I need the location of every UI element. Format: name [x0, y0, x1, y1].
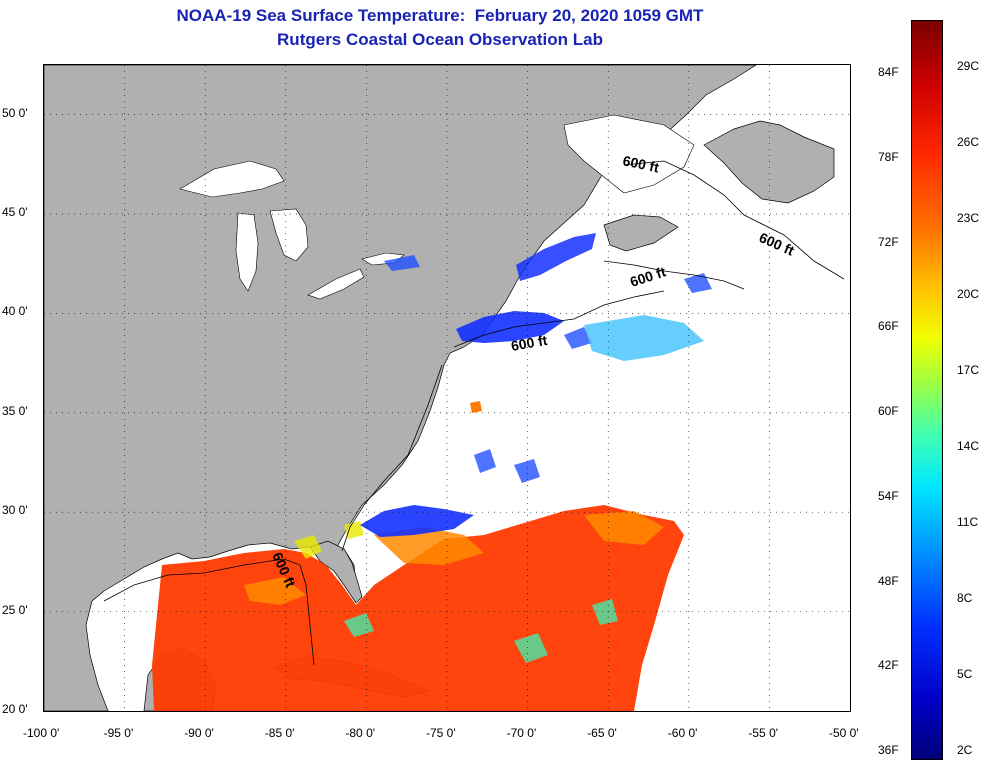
sst-blue-shelf-gulf-maine: [516, 233, 596, 281]
latitude-tick-label: 50 0': [2, 105, 28, 120]
longitude-tick-label: -70 0': [506, 726, 537, 740]
colorbar-celsius-label: 14C: [957, 439, 980, 453]
colorbar-celsius-label: 29C: [957, 59, 980, 73]
sst-map: 600 ft 600 ft 600 ft 600 ft 600 ft: [44, 65, 850, 711]
colorbar-celsius-label: 17C: [957, 363, 980, 377]
colorbar-celsius-label: 2C: [957, 743, 973, 757]
longitude-tick-label: -90 0': [184, 726, 214, 740]
colorbar-fahrenheit-label: 60F: [878, 404, 899, 418]
colorbar-celsius-label: 11C: [957, 515, 979, 529]
colorbar-celsius-label: 20C: [957, 287, 980, 301]
land-nova-scotia: [603, 214, 679, 252]
map-panel: 600 ft 600 ft 600 ft 600 ft 600 ft: [43, 64, 851, 712]
longitude-tick-label: -65 0': [587, 726, 617, 740]
land-north-america: [44, 65, 757, 711]
latitude-tick-label: 25 0': [2, 602, 28, 617]
longitude-tick-label: -75 0': [426, 726, 456, 740]
colorbar-fahrenheit-label: 78F: [878, 149, 899, 164]
isobath-600ft-north: [623, 160, 845, 280]
sst-warm-region: [152, 505, 684, 711]
lake-michigan: [235, 212, 259, 292]
colorbar-fahrenheit-label: 84F: [878, 65, 899, 79]
latitude-tick-label: 40 0': [2, 304, 28, 319]
latitude-tick-label: 30 0': [2, 503, 28, 518]
isobath-label: 600 ft: [510, 332, 549, 354]
sst-small-orange-spot: [470, 401, 482, 413]
colorbar-fahrenheit-label: 42F: [878, 658, 899, 673]
latitude-tick-label: 45 0': [2, 205, 28, 220]
longitude-tick-label: -100 0': [23, 726, 60, 740]
graticule: [44, 65, 850, 711]
colorbar-celsius-label: 23C: [957, 211, 980, 225]
isobath-600ft-southeast: [341, 364, 443, 552]
sst-offshore-fragments: [584, 315, 704, 361]
land-newfoundland: [703, 120, 835, 204]
gulf-st-lawrence: [563, 114, 695, 194]
longitude-tick-label: -55 0': [748, 726, 779, 740]
figure-title: NOAA-19 Sea Surface Temperature: Februar…: [176, 6, 704, 25]
longitude-tick-label: -80 0': [345, 726, 376, 740]
colorbar-celsius-label: 26C: [957, 135, 980, 149]
isobath-600ft-shelf: [453, 290, 665, 348]
longitude-tick-label: -95 0': [103, 726, 134, 740]
sst-yellow-patches: [294, 521, 364, 559]
colorbar-fahrenheit-label: 66F: [878, 319, 899, 334]
colorbar-fahrenheit-label: 72F: [878, 234, 899, 249]
colorbar-fahrenheit-label: 36F: [878, 743, 899, 757]
sst-orange-patches: [244, 511, 664, 605]
figure-subtitle: Rutgers Coastal Ocean Observation Lab: [277, 30, 603, 49]
colorbar-celsius-label: 5C: [957, 667, 973, 681]
latitude-tick-label: 20 0': [2, 702, 28, 716]
longitude-tick-label: -50 0': [829, 726, 859, 740]
colorbar-fahrenheit-label: 48F: [878, 573, 899, 588]
colorbar-fahrenheit-label: 54F: [878, 488, 899, 503]
isobath-600ft-gulf: [103, 558, 315, 666]
temperature-colorbar: [911, 20, 943, 760]
sst-blue-shelf-carolina: [360, 505, 474, 537]
isobath-600ft-gulf-maine: [603, 260, 745, 290]
lake-huron: [269, 208, 309, 262]
isobath-label: 600 ft: [621, 152, 660, 175]
longitude-tick-label: -60 0': [667, 726, 698, 740]
latitude-tick-label: 35 0': [2, 403, 28, 418]
longitude-tick-label: -85 0': [264, 726, 295, 740]
lake-superior: [179, 160, 285, 198]
land-florida: [309, 540, 363, 604]
colorbar-celsius-label: 8C: [957, 591, 973, 605]
lake-erie: [307, 268, 365, 300]
